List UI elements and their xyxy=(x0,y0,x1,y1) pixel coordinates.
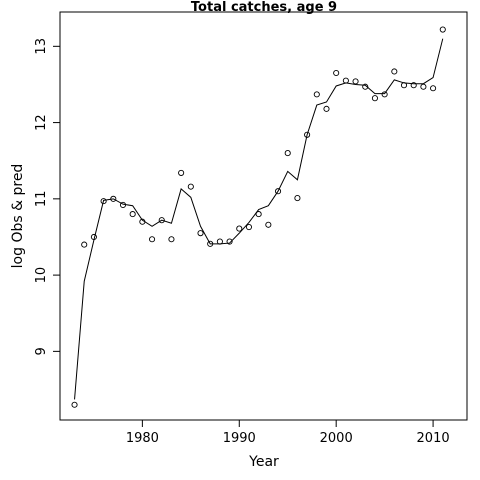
x-tick-label: 1980 xyxy=(126,431,159,446)
x-axis-label: Year xyxy=(248,454,279,470)
observed-point xyxy=(255,211,262,218)
x-tick-label: 1990 xyxy=(223,431,256,446)
observed-point xyxy=(168,236,175,243)
y-axis: 9 10 11 12 13 xyxy=(34,38,60,356)
observed-points-layer xyxy=(71,26,446,408)
y-axis-label: log Obs & pred xyxy=(10,164,26,269)
observed-point xyxy=(207,240,214,247)
x-tick-label: 2010 xyxy=(417,431,450,446)
observed-point xyxy=(129,211,136,218)
observed-point xyxy=(119,201,127,208)
observed-point xyxy=(90,233,97,241)
observed-point xyxy=(245,224,253,231)
observed-point xyxy=(371,95,378,102)
x-tick-label: 2000 xyxy=(320,431,353,446)
observed-point xyxy=(226,238,233,245)
observed-point xyxy=(391,68,398,75)
y-tick-label: 10 xyxy=(34,267,49,284)
observed-point xyxy=(236,225,243,232)
y-tick-label: 12 xyxy=(34,114,49,131)
y-tick-label: 13 xyxy=(34,38,49,55)
observed-point xyxy=(420,83,427,90)
observed-point xyxy=(284,150,291,157)
observed-point xyxy=(110,195,117,202)
x-axis: 1980 1990 2000 2010 xyxy=(126,420,450,446)
observed-point xyxy=(178,169,185,176)
y-tick-label: 11 xyxy=(34,191,49,208)
plot-frame xyxy=(59,11,468,421)
predicted-line xyxy=(74,38,444,400)
observed-point xyxy=(362,83,369,90)
observed-point xyxy=(352,78,359,85)
observed-point xyxy=(216,238,223,245)
fitted-line-layer xyxy=(74,38,444,400)
observed-point xyxy=(197,230,204,237)
observed-point xyxy=(439,26,446,33)
observed-point xyxy=(381,91,388,98)
observed-point xyxy=(430,85,437,92)
observed-point xyxy=(265,221,272,228)
observed-point xyxy=(342,77,349,84)
observed-point xyxy=(333,69,340,77)
observed-point xyxy=(71,401,78,408)
observed-point xyxy=(400,82,408,89)
y-tick-label: 9 xyxy=(34,347,49,355)
observed-point xyxy=(158,217,165,224)
observed-point xyxy=(410,82,417,89)
observed-point xyxy=(149,236,156,243)
observed-point xyxy=(139,218,146,225)
observed-point xyxy=(187,183,194,190)
observed-point xyxy=(81,241,88,248)
chart-title: Total catches, age 9 xyxy=(191,0,337,15)
observed-point xyxy=(274,188,282,195)
observed-point xyxy=(313,91,320,98)
observed-point xyxy=(294,195,301,202)
observed-point xyxy=(100,198,107,205)
observed-point xyxy=(304,131,311,138)
observed-point xyxy=(323,105,330,112)
